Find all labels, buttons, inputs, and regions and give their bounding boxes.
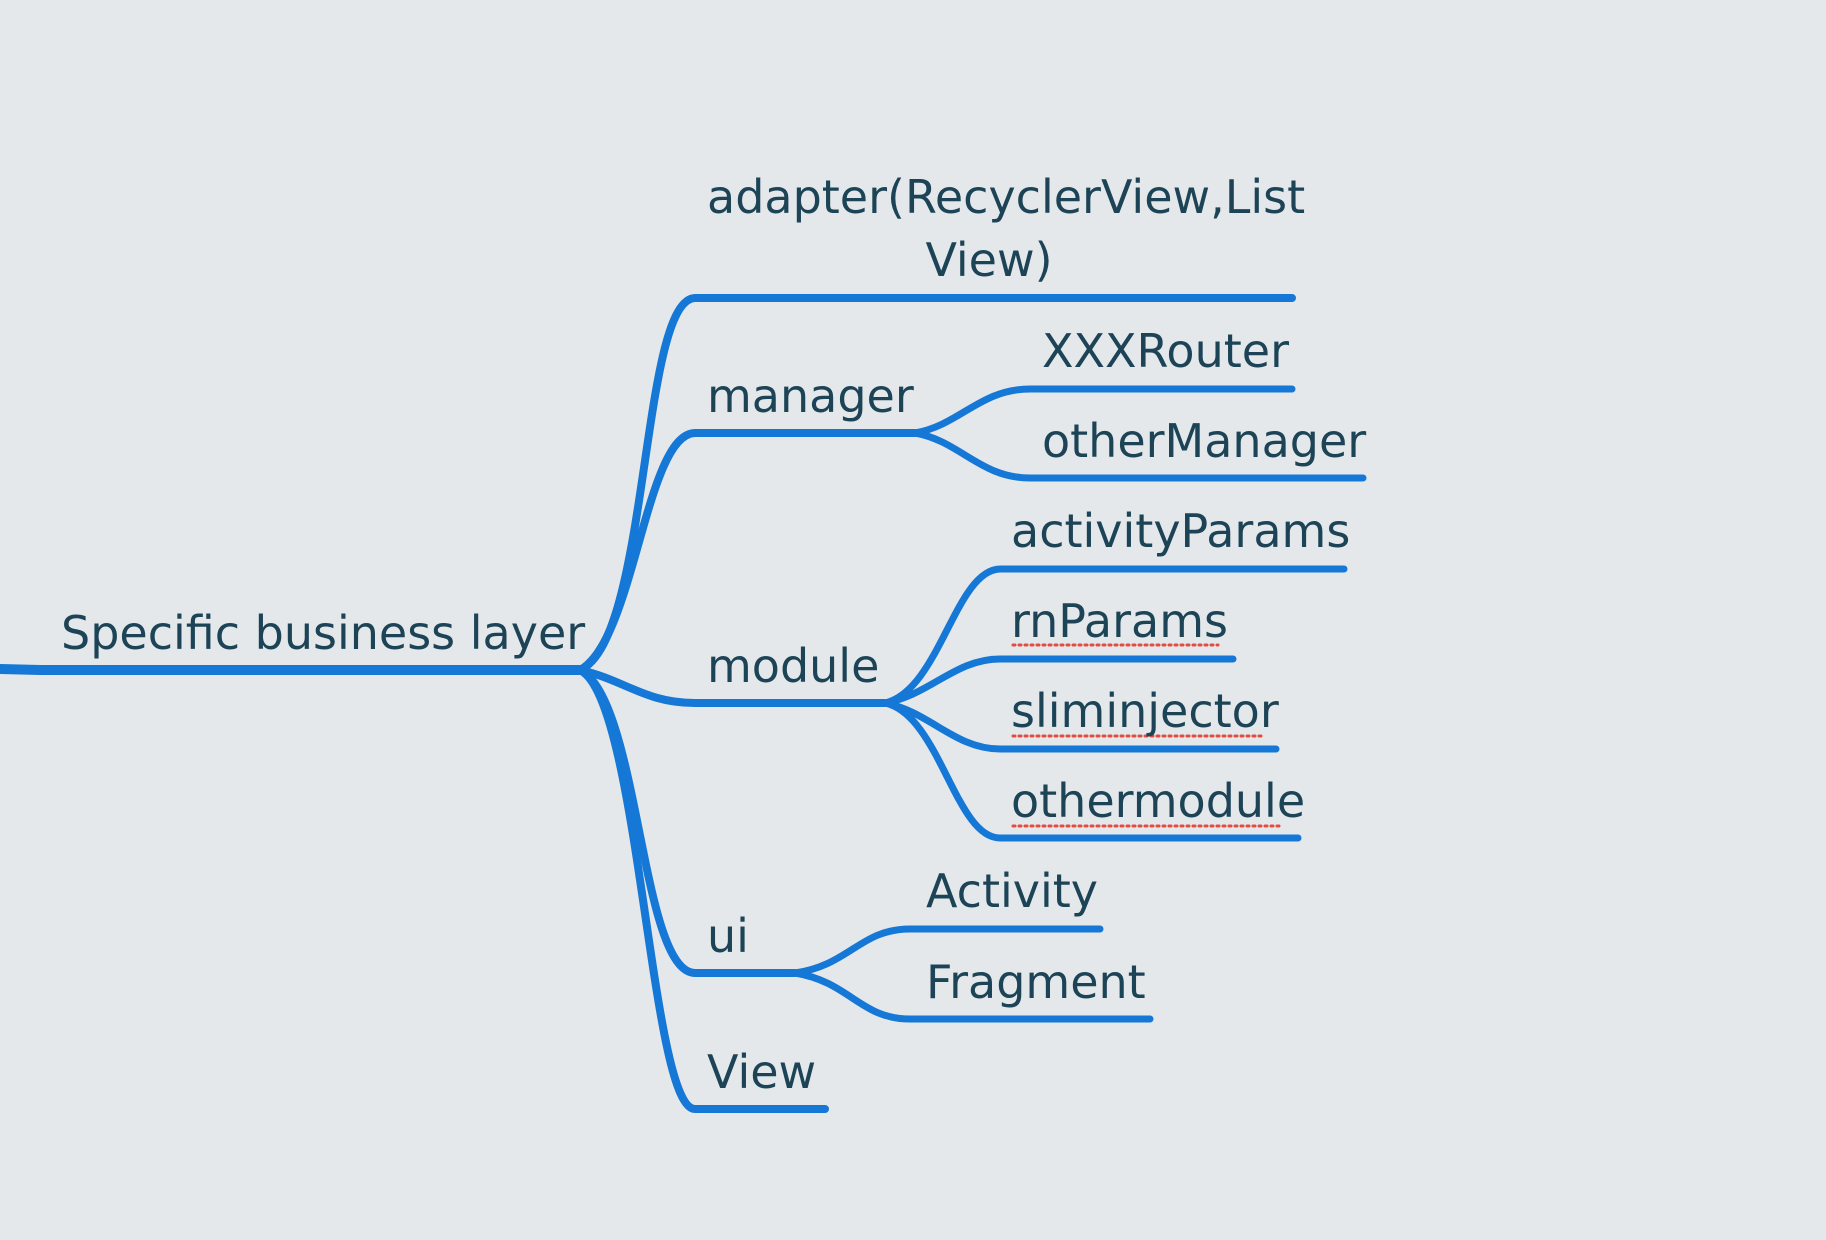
node-activity-label[interactable]: Activity [926, 864, 1098, 918]
branch-ui-fragment [791, 969, 1154, 1023]
branch-root-ui [576, 666, 799, 977]
branch-manager-othermanager [911, 429, 1367, 482]
node-fragment-label[interactable]: Fragment [926, 955, 1146, 1009]
branch-root-view [576, 666, 829, 1113]
branch-module-othermodule [881, 699, 1302, 842]
branch-root-module [576, 666, 889, 707]
spellcheck-underlines [1011, 643, 1284, 828]
branch-module-rnparams [881, 655, 1237, 707]
node-othermodule-label[interactable]: othermodule [1011, 774, 1305, 828]
node-adapter-label-line2[interactable]: View) [925, 233, 1052, 287]
node-ui-label[interactable]: ui [707, 909, 749, 963]
node-sliminjector-label[interactable]: sliminjector [1011, 684, 1279, 738]
node-othermanager-label[interactable]: otherManager [1042, 414, 1366, 468]
branch-module-activityparams [881, 565, 1348, 707]
node-manager-label[interactable]: manager [707, 369, 914, 423]
root-node-label[interactable]: Specific business layer [61, 606, 585, 660]
node-activityparams-label[interactable]: activityParams [1011, 504, 1350, 558]
node-rnparams-label[interactable]: rnParams [1011, 594, 1228, 648]
node-adapter-label-line1[interactable]: adapter(RecyclerView,List [707, 170, 1305, 224]
branch-manager-xxxrouter [911, 385, 1296, 437]
root-underline [0, 664, 585, 675]
node-module-label[interactable]: module [707, 639, 879, 693]
branch-ui-activity [791, 925, 1104, 977]
node-labels: Specific business layer adapter(Recycler… [61, 170, 1366, 1099]
node-xxxrouter-label[interactable]: XXXRouter [1042, 324, 1289, 378]
branch-root-manager [576, 429, 919, 674]
branch-lines [0, 294, 1367, 1113]
node-view-label[interactable]: View [707, 1045, 816, 1099]
